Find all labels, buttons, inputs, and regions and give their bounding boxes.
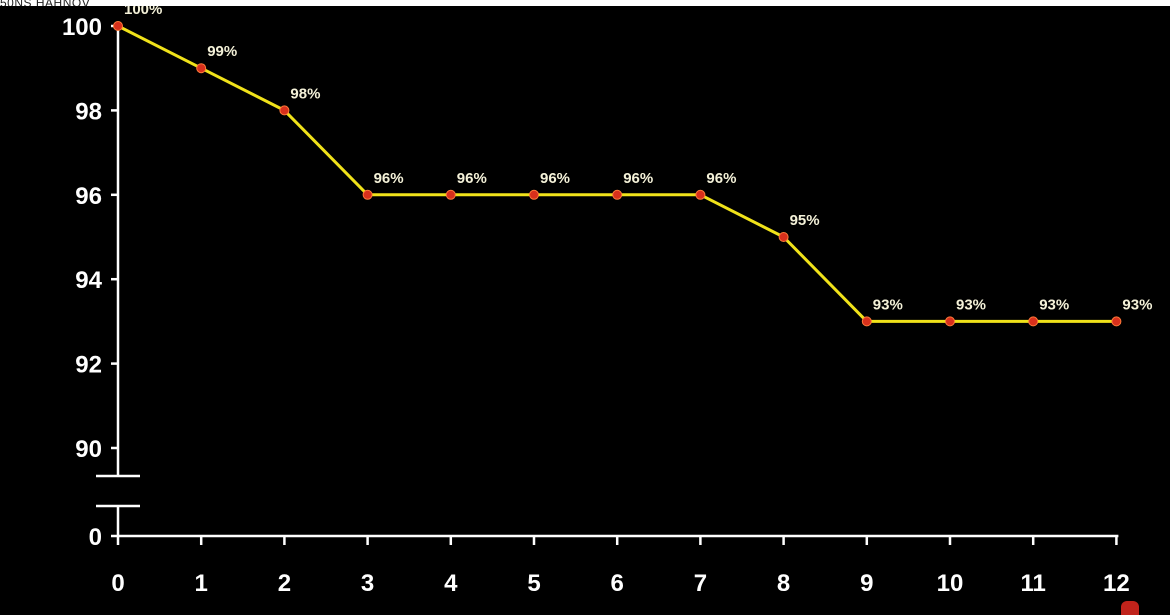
chart-panel: 0 90 92 94 96 98 100 0 1 2 3 4 5 6 7 8 9 10 11 12 100% 99% 9… — [0, 6, 1170, 615]
corner-mark — [1121, 601, 1139, 615]
x-tick-label: 8 — [777, 570, 790, 597]
data-point — [612, 189, 623, 200]
x-tick-label: 11 — [1021, 570, 1046, 597]
data-points — [113, 21, 1122, 327]
x-tick-label: 7 — [694, 570, 707, 597]
x-tick-label: 12 — [1103, 570, 1130, 597]
x-tick-label: 3 — [361, 570, 374, 597]
data-point — [529, 189, 539, 200]
data-label: 96% — [540, 170, 570, 187]
x-tick-label: 6 — [611, 570, 624, 597]
data-label: 93% — [1122, 296, 1152, 313]
data-point — [196, 63, 207, 74]
data-label: 93% — [1039, 296, 1069, 313]
data-labels: 100% 99% 98% 96% 96% 96% 96% 96% 95% 93% 93% 93% 93% — [124, 6, 1152, 313]
data-point — [945, 316, 955, 327]
y-tick-label: 92 — [75, 352, 102, 379]
x-tick-label: 10 — [937, 570, 964, 597]
y-tick-label: 98 — [75, 98, 102, 125]
y-tick-label: 0 — [89, 524, 102, 551]
x-tick-label: 1 — [195, 570, 208, 597]
x-axis-ticks: 0 1 2 3 4 5 6 7 8 9 10 11 12 — [111, 536, 1130, 597]
y-tick-label: 90 — [75, 436, 102, 463]
data-label: 93% — [956, 296, 986, 313]
data-point — [1028, 316, 1039, 327]
data-point — [113, 21, 123, 31]
data-label: 96% — [623, 170, 653, 187]
top-caption: 50NS HAHNOV — [0, 0, 91, 10]
x-tick-label: 5 — [527, 570, 540, 597]
data-label: 100% — [124, 6, 162, 18]
x-tick-label: 9 — [860, 570, 873, 597]
y-axis-ticks: 0 90 92 94 96 98 100 — [62, 14, 118, 551]
series-line — [117, 24, 1117, 323]
data-point — [1111, 316, 1122, 327]
data-point — [861, 316, 872, 327]
data-point — [445, 189, 456, 200]
data-point — [279, 105, 290, 116]
x-tick-label: 2 — [278, 570, 291, 597]
axes — [96, 26, 1119, 538]
data-point — [778, 232, 789, 242]
data-label: 93% — [873, 296, 903, 313]
data-point — [362, 189, 373, 200]
series-polyline — [117, 24, 1117, 323]
x-tick-label: 0 — [111, 570, 124, 597]
data-label: 95% — [790, 212, 820, 229]
x-tick-label: 4 — [444, 570, 458, 597]
data-label: 99% — [207, 43, 237, 60]
y-tick-label: 94 — [75, 267, 102, 294]
y-tick-label: 100 — [62, 14, 102, 41]
data-label: 96% — [457, 170, 487, 187]
data-label: 98% — [290, 85, 320, 102]
data-point — [695, 189, 706, 200]
y-tick-label: 96 — [75, 183, 102, 210]
data-label: 96% — [706, 170, 736, 187]
data-label: 96% — [374, 170, 404, 187]
